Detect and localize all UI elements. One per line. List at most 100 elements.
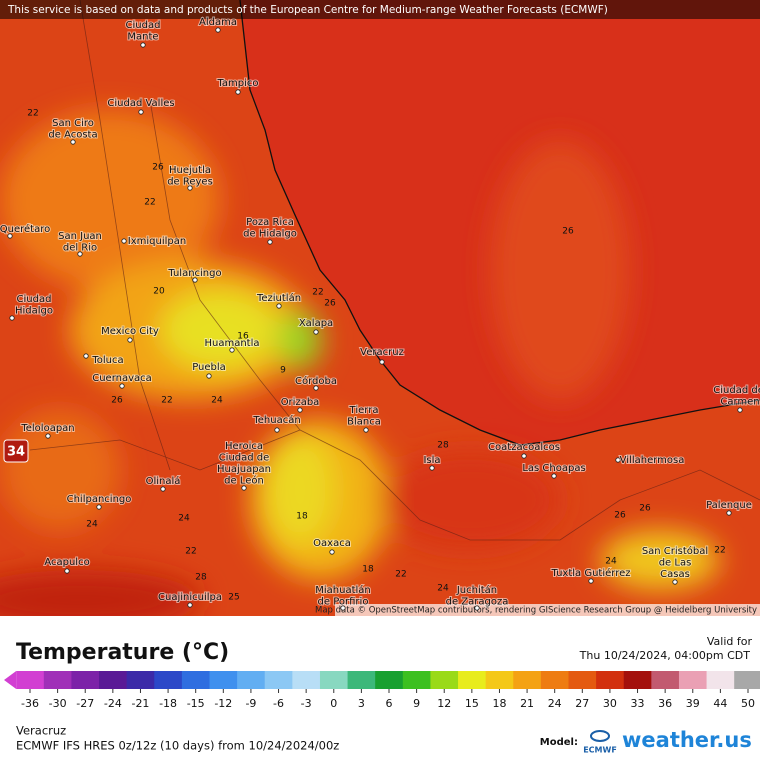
contour-label: 9 bbox=[280, 366, 286, 376]
city-dot bbox=[160, 486, 166, 492]
city-label: Olinalá bbox=[146, 475, 181, 487]
colorbar-tick-label: 36 bbox=[658, 697, 672, 710]
colorbar-segment bbox=[430, 671, 459, 689]
city-label: Ciudad de bbox=[219, 453, 270, 464]
colorbar: -36 -30 -27 -24 -21 -18 -15 -12 -9 -6 -3 0 3 6 9 12 15 18… bbox=[4, 671, 760, 710]
colorbar-segment bbox=[181, 671, 210, 689]
contour-label: 24 bbox=[86, 520, 98, 530]
city-dot bbox=[313, 385, 319, 391]
colorbar-segment bbox=[485, 671, 514, 689]
colorbar-segment bbox=[71, 671, 100, 689]
city-dot bbox=[363, 427, 369, 433]
city-label: Cuernavaca bbox=[92, 373, 152, 384]
city-label: de Hidalgo bbox=[243, 229, 297, 240]
colorbar-tick-label: 12 bbox=[437, 697, 451, 710]
city-label: Aldama bbox=[199, 17, 237, 28]
banner: This service is based on data and produc… bbox=[7, 4, 608, 16]
city-dot bbox=[235, 89, 241, 95]
contour-label: 22 bbox=[185, 547, 196, 557]
city-dot bbox=[119, 383, 125, 389]
city-dot bbox=[521, 453, 527, 459]
city-label: Ixmiquilpan bbox=[128, 236, 186, 247]
contour-label: 24 bbox=[437, 584, 449, 594]
city-label: Poza Rica bbox=[246, 217, 294, 228]
city-label: Toluca bbox=[91, 355, 123, 366]
city-label: Ciudad Valles bbox=[107, 98, 174, 109]
colorbar-tick-label: -36 bbox=[21, 697, 39, 710]
colorbar-tick-label: 27 bbox=[575, 697, 589, 710]
colorbar-segment bbox=[540, 671, 569, 689]
colorbar-segment bbox=[319, 671, 349, 689]
contour-label: 18 bbox=[362, 565, 374, 575]
valid-label: Valid for bbox=[707, 635, 753, 648]
city-dot bbox=[615, 457, 621, 463]
city-dot bbox=[45, 433, 51, 439]
city-dot bbox=[83, 353, 89, 359]
contour-label: 26 bbox=[562, 227, 574, 237]
city-label: Oaxaca bbox=[313, 538, 351, 549]
contour-label: 26 bbox=[614, 511, 626, 521]
city-label: de Porfirio bbox=[318, 597, 369, 608]
coastline bbox=[239, 0, 760, 446]
city-dot bbox=[379, 359, 385, 365]
city-dot bbox=[297, 407, 303, 413]
colorbar-tick-label: -21 bbox=[131, 697, 149, 710]
city-dot bbox=[474, 605, 480, 611]
city-dot bbox=[329, 549, 335, 555]
city-dot bbox=[672, 579, 678, 585]
city-label: Tulancingo bbox=[167, 268, 221, 279]
map: This service is based on data and produc… bbox=[0, 0, 760, 616]
city-label: de Zaragoza bbox=[446, 597, 509, 608]
city-label: Orizaba bbox=[281, 397, 320, 408]
city-label: Acapulco bbox=[44, 557, 89, 568]
contour-label: 28 bbox=[195, 573, 207, 583]
city-label: Tierra bbox=[349, 405, 379, 416]
colorbar-segment bbox=[651, 671, 680, 689]
city-dot bbox=[138, 109, 144, 115]
city-dot bbox=[267, 239, 273, 245]
city-dot bbox=[588, 578, 594, 584]
city-label: Teziutlán bbox=[256, 292, 301, 304]
city-label: Tuxtla Gutiérrez bbox=[550, 567, 630, 579]
colorbar-segment bbox=[209, 671, 238, 689]
colorbar-segment bbox=[292, 671, 321, 689]
city-label: del Rio bbox=[63, 243, 97, 254]
city-label: Córdoba bbox=[295, 375, 337, 387]
model-run: ECMWF IFS HRES 0z/12z (10 days) from 10/… bbox=[16, 739, 339, 753]
borders bbox=[29, 0, 760, 541]
city-dot bbox=[7, 233, 13, 239]
banner-bg bbox=[0, 0, 760, 19]
colorbar-tick-label: 30 bbox=[603, 697, 617, 710]
colorbar-tick-label: -18 bbox=[159, 697, 177, 710]
colorbar-tick-label: 0 bbox=[330, 697, 337, 710]
city-label: Las Choapas bbox=[522, 463, 585, 474]
contour-label: 22 bbox=[714, 546, 725, 556]
valid-time: Thu 10/24/2024, 04:00pm CDT bbox=[579, 649, 751, 662]
colorbar-segment bbox=[154, 671, 183, 689]
contour-label: 16 bbox=[237, 332, 249, 342]
city-label: Miahuatlán bbox=[315, 584, 371, 596]
colorbar-segment bbox=[734, 671, 760, 689]
city-label: Casas bbox=[660, 569, 690, 580]
city-dot bbox=[9, 315, 15, 321]
colorbar-tick-label: -3 bbox=[301, 697, 312, 710]
city-dot bbox=[70, 139, 76, 145]
city-dot bbox=[192, 277, 198, 283]
city-dot bbox=[215, 27, 221, 33]
location: Veracruz bbox=[16, 724, 66, 738]
city-dot bbox=[127, 337, 133, 343]
city-dot bbox=[241, 485, 247, 491]
colorbar-tick-label: -9 bbox=[245, 697, 256, 710]
city-label: San Ciro bbox=[52, 118, 94, 129]
attribution: Map data © OpenStreetMap contributors, r… bbox=[315, 606, 757, 616]
contour-label: 22 bbox=[312, 288, 323, 298]
colorbar-segment bbox=[43, 671, 72, 689]
city-label: Ciudad bbox=[17, 294, 52, 305]
colorbar-segment bbox=[375, 671, 404, 689]
city-label: Heroica bbox=[225, 441, 263, 452]
colorbar-segment bbox=[99, 671, 128, 689]
city-label: Teloloapan bbox=[20, 423, 74, 434]
contour-label: 22 bbox=[395, 570, 406, 580]
colorbar-tick-label: 39 bbox=[686, 697, 700, 710]
